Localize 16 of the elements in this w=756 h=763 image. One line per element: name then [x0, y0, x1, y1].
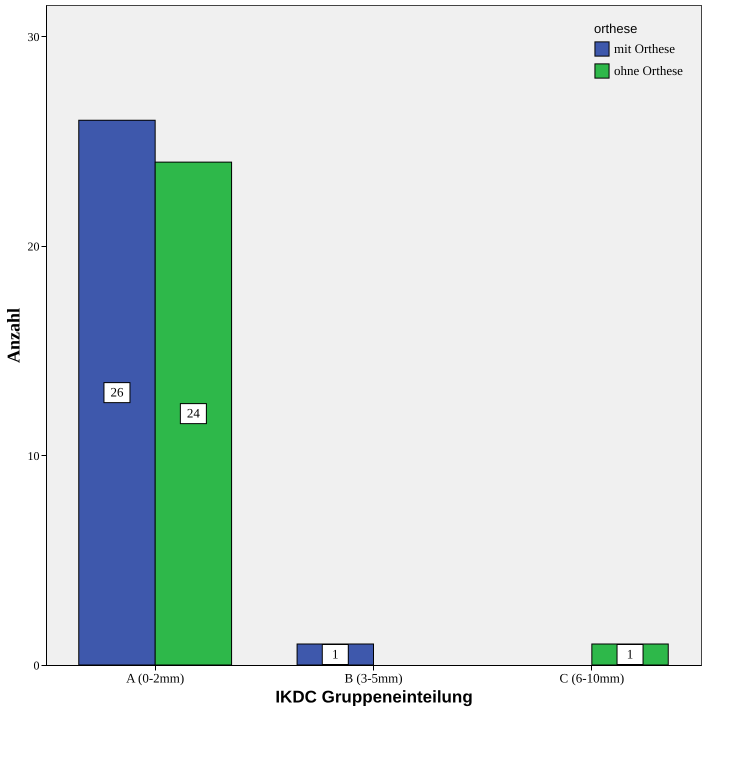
y-tick-label: 20	[28, 239, 40, 254]
x-tick-label: A (0-2mm)	[126, 670, 184, 686]
y-tick-label: 0	[34, 658, 40, 672]
data-label: 24	[186, 406, 200, 421]
data-label: 1	[332, 646, 339, 662]
legend-title: orthese	[594, 21, 638, 36]
data-label: 26	[110, 384, 124, 400]
x-axis-title: IKDC Gruppeneinteilung	[275, 688, 473, 706]
legend-label: mit Orthese	[614, 41, 676, 56]
x-tick-label: C (6-10mm)	[560, 670, 624, 686]
legend-label: ohne Orthese	[614, 63, 684, 78]
y-tick-label: 30	[28, 30, 40, 44]
data-label: 1	[626, 646, 634, 662]
y-axis-title: Anzahl	[4, 308, 24, 364]
y-tick-label: 10	[28, 448, 40, 463]
x-tick-label: B (3-5mm)	[344, 670, 403, 686]
